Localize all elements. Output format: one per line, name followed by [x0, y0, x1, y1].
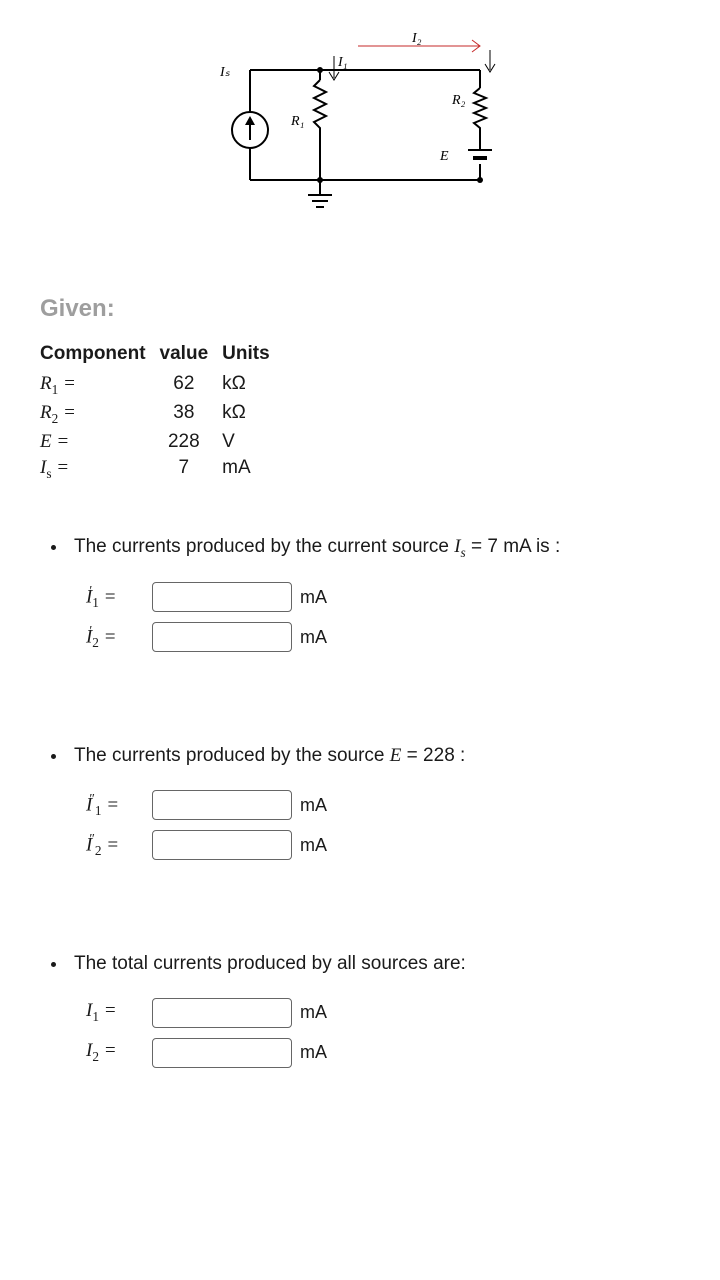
table-row: E =228V	[40, 429, 284, 455]
answer-unit: mA	[300, 627, 327, 648]
answer-label: I″1 =	[86, 791, 148, 819]
current-source-icon	[232, 112, 268, 148]
section-statement: The currents produced by the source E = …	[74, 742, 680, 770]
r1-resistor-icon	[314, 80, 326, 136]
answer-label: I2 =	[86, 1040, 148, 1065]
question-section: The currents produced by the source E = …	[68, 742, 680, 860]
answer-input[interactable]	[152, 622, 292, 652]
answer-label: I1 =	[86, 1000, 148, 1025]
answer-input[interactable]	[152, 830, 292, 860]
i2-arrow-icon	[485, 50, 495, 72]
table-header: value	[160, 341, 223, 371]
answer-row: I″1 = mA	[86, 790, 680, 820]
label-r1: R₁	[290, 114, 304, 129]
answer-row: I″2 = mA	[86, 830, 680, 860]
label-e: E	[439, 149, 449, 164]
label-r2: R₂	[451, 93, 466, 108]
answer-label: I′1 =	[86, 583, 148, 611]
table-row: R2 =38kΩ	[40, 400, 284, 429]
answer-unit: mA	[300, 1002, 327, 1023]
answer-unit: mA	[300, 795, 327, 816]
answer-input[interactable]	[152, 790, 292, 820]
table-header: Component	[40, 341, 160, 371]
answer-unit: mA	[300, 587, 327, 608]
answer-input[interactable]	[152, 998, 292, 1028]
label-i1: I₁	[337, 55, 348, 70]
answer-label: I′2 =	[86, 623, 148, 651]
answer-row: I2 = mA	[86, 1038, 680, 1068]
question-section: The total currents produced by all sourc…	[68, 950, 680, 1068]
section-statement: The total currents produced by all sourc…	[74, 950, 680, 978]
answer-input[interactable]	[152, 582, 292, 612]
table-row: Is =7mA	[40, 455, 284, 484]
answer-row: I′1 = mA	[86, 582, 680, 612]
answer-unit: mA	[300, 835, 327, 856]
r2-resistor-icon	[474, 88, 486, 132]
label-is: Iₛ	[219, 65, 231, 80]
battery-icon	[468, 150, 492, 158]
given-table: Component value Units R1 =62kΩR2 =38kΩE …	[40, 341, 284, 483]
question-section: The currents produced by the current sou…	[68, 533, 680, 652]
ground-icon	[308, 180, 332, 207]
answer-row: I′2 = mA	[86, 622, 680, 652]
answer-unit: mA	[300, 1042, 327, 1063]
circuit-diagram: I₂ Iₛ	[190, 30, 530, 235]
given-heading: Given:	[40, 295, 680, 323]
answer-row: I1 = mA	[86, 998, 680, 1028]
section-statement: The currents produced by the current sou…	[74, 533, 680, 562]
label-i2: I₂	[411, 31, 422, 46]
answer-input[interactable]	[152, 1038, 292, 1068]
table-row: R1 =62kΩ	[40, 371, 284, 400]
table-header: Units	[222, 341, 284, 371]
answer-label: I″2 =	[86, 831, 148, 859]
